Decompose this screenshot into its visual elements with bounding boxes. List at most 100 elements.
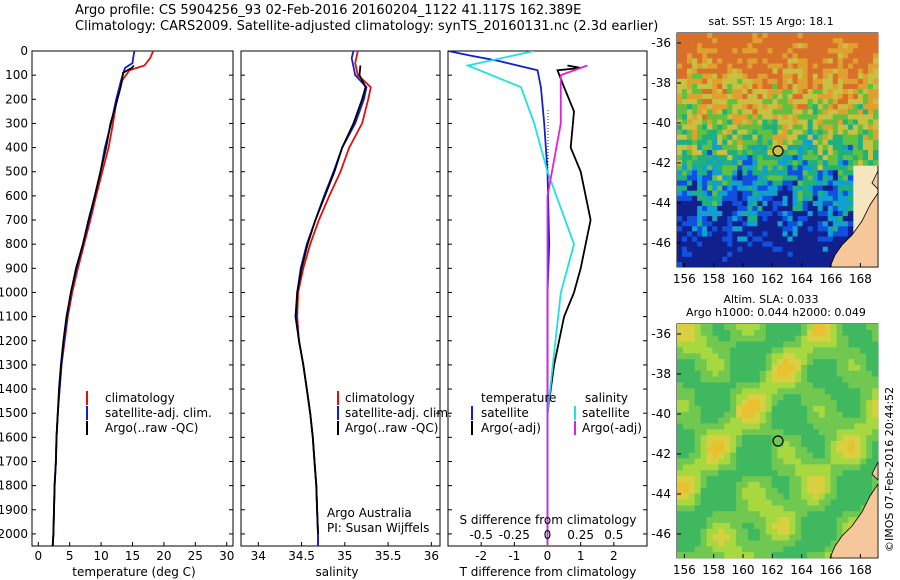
sst-cell <box>737 195 743 202</box>
sst-cell <box>822 38 829 44</box>
sst-cell <box>792 226 798 232</box>
sst-cell <box>682 43 688 49</box>
sla-cell <box>842 517 849 524</box>
sla-cell <box>724 458 731 465</box>
sla-cell <box>765 341 772 348</box>
sst-cell <box>702 89 708 95</box>
sla-cell <box>795 499 802 506</box>
sst-cell <box>772 58 778 64</box>
sla-cell <box>813 458 820 465</box>
sla-cell <box>682 499 690 506</box>
sst-cell <box>732 124 738 131</box>
sst-cell <box>847 190 854 197</box>
sst-cell <box>772 119 778 125</box>
sst-cell <box>772 89 778 95</box>
sla-cell <box>718 505 725 512</box>
sla-cell <box>736 481 743 489</box>
sst-cell <box>697 231 703 237</box>
sst-cell <box>732 109 738 115</box>
sla-cell <box>682 505 690 512</box>
sla-cell <box>789 388 796 395</box>
difference-panel: -2 -1 0 1 2 S difference from climatology -0… <box>447 50 648 579</box>
sla-cell <box>706 528 713 536</box>
sla-cell <box>789 370 796 378</box>
sst-cell <box>782 200 788 207</box>
sla-cell <box>730 458 737 465</box>
sla-cell <box>807 417 814 424</box>
sla-cell <box>824 458 832 465</box>
sla-cell <box>688 552 696 559</box>
sst-cell <box>812 68 819 75</box>
sla-cell <box>753 423 761 430</box>
sla-cell <box>688 540 696 547</box>
sst-cell <box>682 251 688 258</box>
sst-cell <box>722 114 728 120</box>
sla-cell <box>813 359 820 366</box>
sst-cell <box>687 170 693 176</box>
sst-cell <box>712 160 718 166</box>
sla-cell <box>736 546 743 553</box>
sla-cell <box>801 534 808 541</box>
sla-cell <box>771 364 778 372</box>
sst-cell <box>837 134 844 141</box>
sst-cell <box>832 109 839 115</box>
sla-cell <box>730 364 737 372</box>
sla-cell <box>747 341 755 348</box>
sla-cell <box>872 423 879 430</box>
sla-cell <box>783 546 790 553</box>
sla-cell <box>736 335 743 342</box>
sst-cell <box>807 63 813 69</box>
sla-cell <box>872 364 879 372</box>
sst-cell <box>687 226 693 232</box>
sla-cell <box>730 417 737 424</box>
sla-cell <box>771 376 778 383</box>
sst-cell <box>707 170 713 176</box>
sla-cell <box>677 470 684 477</box>
sst-cell <box>827 124 834 131</box>
sst-cell <box>847 195 854 202</box>
sla-cell <box>688 364 696 372</box>
sla-cell <box>682 470 690 477</box>
sst-cell <box>692 119 698 125</box>
sst-cell <box>792 89 798 95</box>
sst-cell <box>807 99 813 105</box>
sst-cell <box>712 53 718 59</box>
sla-cell <box>824 493 832 500</box>
sst-cell <box>692 144 698 151</box>
sst-cell <box>732 216 738 222</box>
sst-cell <box>772 226 778 232</box>
sst-cell <box>757 195 763 202</box>
sla-cell <box>795 335 802 342</box>
sst-cell <box>847 216 854 222</box>
sst-cell <box>742 63 748 69</box>
sla-cell <box>854 470 861 477</box>
sla-cell <box>688 464 696 471</box>
sst-cell <box>868 38 874 44</box>
sst-cell <box>697 246 703 253</box>
sst-cell <box>802 180 808 186</box>
sst-cell <box>687 139 693 146</box>
sst-cell <box>752 48 758 54</box>
sst-cell <box>787 256 793 263</box>
sst-cell <box>762 104 768 110</box>
sst-cell <box>707 139 713 146</box>
map-lon-label: 162 <box>761 563 784 577</box>
sla-cell <box>724 499 731 506</box>
sst-cell <box>832 226 839 232</box>
sla-cell <box>836 411 843 419</box>
sst-cell <box>717 114 723 120</box>
sst-cell <box>762 78 768 85</box>
sla-cell <box>795 353 802 360</box>
sst-cell <box>862 155 869 161</box>
sst-cell <box>817 226 824 232</box>
sla-cell <box>813 464 820 471</box>
sla-cell <box>807 335 814 342</box>
sst-cell <box>727 78 733 85</box>
sla-cell <box>712 493 719 500</box>
sst-cell <box>807 165 813 171</box>
sst-cell <box>787 89 793 95</box>
sla-cell <box>677 511 684 518</box>
sst-cell <box>842 195 849 202</box>
sla-cell <box>753 481 761 489</box>
sst-cell <box>842 68 849 75</box>
